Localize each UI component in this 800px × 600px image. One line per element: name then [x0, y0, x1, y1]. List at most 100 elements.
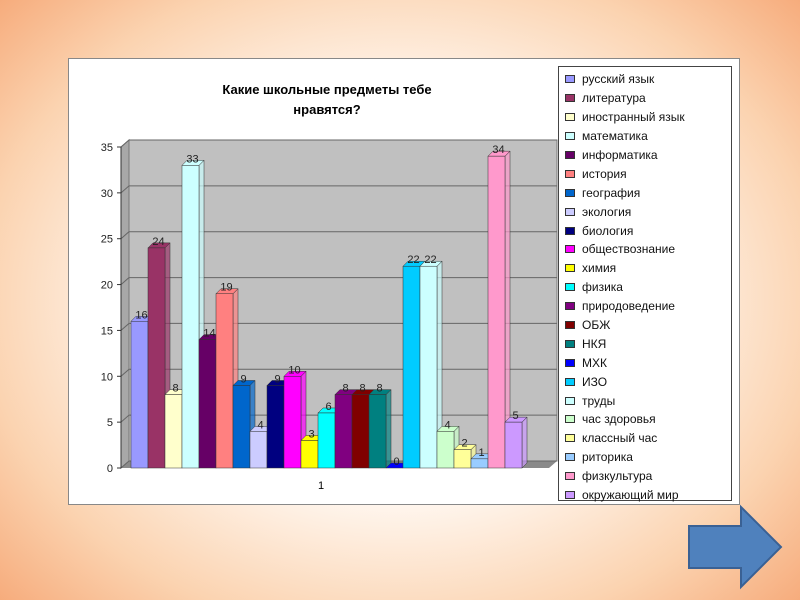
data-label: 3: [308, 428, 314, 440]
legend-label: русский язык: [582, 72, 655, 87]
bar: [164, 394, 183, 469]
legend-item: экология: [565, 202, 731, 221]
legend-swatch: [565, 245, 575, 254]
bar: [300, 440, 319, 469]
legend-item: риторика: [565, 448, 731, 467]
legend-item: ОБЖ: [565, 316, 731, 335]
data-label: 16: [135, 309, 147, 321]
next-slide-button[interactable]: [686, 504, 784, 590]
data-label: 22: [407, 254, 419, 266]
legend-label: ИЗО: [582, 374, 608, 389]
data-label: 8: [359, 383, 365, 395]
legend-item: физкультура: [565, 467, 731, 486]
legend-label: география: [582, 185, 641, 200]
data-label: 34: [492, 144, 504, 156]
data-label: 22: [424, 254, 436, 266]
legend-swatch: [565, 302, 575, 311]
bar: [368, 394, 387, 469]
bar: [317, 412, 336, 469]
y-tick-label: 35: [101, 142, 113, 154]
legend-item: литература: [565, 89, 731, 108]
bar: [249, 431, 268, 469]
legend-swatch: [565, 283, 575, 292]
legend-item: обществознание: [565, 240, 731, 259]
legend-swatch: [565, 358, 575, 367]
data-label: 5: [512, 410, 518, 422]
bar: [130, 321, 149, 469]
y-tick-label: 20: [101, 280, 113, 292]
legend-swatch: [565, 321, 575, 330]
legend-item: химия: [565, 259, 731, 278]
legend-label: история: [582, 166, 627, 181]
legend-swatch: [565, 453, 575, 462]
bar: [504, 421, 523, 469]
legend-swatch: [565, 415, 575, 424]
legend-swatch: [565, 169, 575, 178]
gridline: [120, 231, 557, 240]
legend-item: МХК: [565, 353, 731, 372]
legend-label: труды: [582, 393, 616, 408]
legend-swatch: [565, 377, 575, 386]
bar: [181, 165, 200, 469]
arrow-right-icon[interactable]: [688, 504, 783, 590]
y-tick-label: 5: [107, 417, 113, 429]
legend-label: биология: [582, 223, 634, 238]
legend-label: информатика: [582, 148, 658, 162]
bar-side: [385, 389, 392, 469]
data-label: 1: [478, 447, 484, 459]
data-label: 10: [288, 364, 300, 376]
legend-label: математика: [582, 129, 648, 144]
legend-item: история: [565, 164, 731, 183]
legend-label: литература: [582, 91, 646, 106]
data-label: 14: [203, 328, 215, 340]
data-label: 8: [342, 383, 348, 395]
bar: [487, 155, 506, 469]
legend-item: география: [565, 183, 731, 202]
bar: [470, 458, 489, 469]
bar-side: [521, 416, 528, 469]
bar: [453, 449, 472, 469]
data-label: 0: [393, 456, 399, 468]
gridline: [120, 185, 557, 194]
legend-item: классный час: [565, 429, 731, 448]
legend-label: физика: [582, 280, 623, 295]
bar: [232, 385, 251, 469]
bar: [198, 339, 217, 469]
legend-swatch: [565, 207, 575, 216]
y-tick-label: 10: [101, 371, 113, 383]
legend-label: НКЯ: [582, 336, 607, 351]
legend-label: иностранный язык: [582, 110, 685, 125]
legend-swatch: [565, 75, 575, 84]
bar: [283, 376, 302, 469]
legend-swatch: [565, 94, 575, 103]
legend-label: химия: [582, 261, 617, 276]
legend-swatch: [565, 226, 575, 235]
bar: [402, 265, 421, 469]
data-label: 6: [325, 401, 331, 413]
x-tick-label: 1: [318, 480, 324, 492]
chart-title-line2: нравятся?: [293, 102, 360, 117]
chart-legend: русский язык литература иностранный язык ма…: [558, 66, 732, 502]
legend-item: физика: [565, 278, 731, 297]
chart-container: Какие школьные предметы тебе нравятся? 0…: [68, 58, 740, 505]
legend-label: окружающий мир: [582, 488, 679, 503]
y-tick-label: 15: [101, 325, 113, 337]
legend-label: классный час: [582, 431, 658, 446]
legend-swatch: [565, 396, 575, 405]
legend-swatch: [565, 339, 575, 348]
legend-item: окружающий мир: [565, 486, 731, 505]
legend-swatch: [565, 264, 575, 273]
chart-title-line1: Какие школьные предметы тебе: [222, 82, 431, 97]
legend-item: ИЗО: [565, 372, 731, 391]
legend-item: иностранный язык: [565, 108, 731, 127]
legend-item: русский язык: [565, 70, 731, 89]
data-label: 33: [186, 153, 198, 165]
data-label: 8: [376, 383, 382, 395]
legend-label: физкультура: [582, 469, 653, 484]
legend-swatch: [565, 491, 575, 500]
data-label: 9: [240, 373, 246, 385]
data-label: 24: [152, 236, 164, 248]
legend-swatch: [565, 472, 575, 481]
data-label: 4: [444, 419, 450, 431]
legend-item: труды: [565, 391, 731, 410]
